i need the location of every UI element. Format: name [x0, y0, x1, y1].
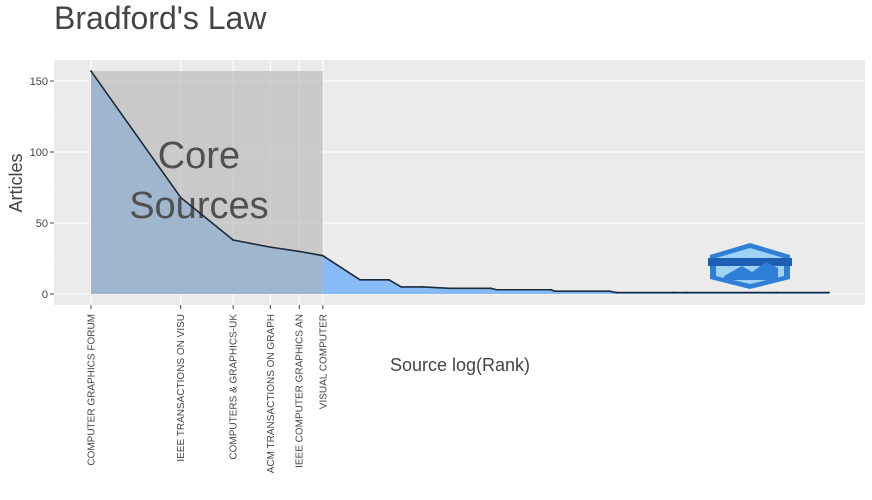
data-point — [179, 196, 182, 199]
y-tick-label: 100 — [30, 147, 48, 159]
core-sources-label: Sources — [129, 185, 268, 227]
y-tick-label: 50 — [36, 218, 48, 230]
x-tick-label: IEEE COMPUTER GRAPHICS AN — [295, 314, 306, 468]
core-sources-label: Core — [158, 135, 240, 177]
x-axis-title: Source log(Rank) — [390, 355, 530, 375]
data-point — [553, 290, 556, 293]
data-point — [321, 254, 324, 257]
line-layer — [90, 70, 830, 294]
bibliometrix-logo — [708, 243, 792, 289]
y-tick-label: 0 — [42, 289, 48, 301]
x-tick-label: COMPUTER GRAPHICS FORUM — [87, 314, 98, 466]
data-point — [269, 246, 272, 249]
x-axis: COMPUTER GRAPHICS FORUM IEEE TRANSACTIONS… — [87, 305, 329, 473]
x-tick-label: IEEE TRANSACTIONS ON VISU — [176, 314, 187, 462]
y-tick-label: 150 — [30, 76, 48, 88]
data-point — [490, 287, 492, 290]
data-point — [615, 291, 618, 294]
data-point — [298, 250, 301, 253]
x-tick-label: ACM TRANSACTIONS ON GRAPH — [266, 314, 277, 473]
y-axis-title: Articles — [6, 153, 26, 212]
y-axis: 0 50 100 150 — [30, 76, 54, 301]
data-point — [448, 287, 451, 290]
data-point — [90, 70, 92, 72]
x-tick-label: VISUAL COMPUTER — [318, 314, 329, 409]
data-point — [672, 291, 675, 294]
tail-area — [322, 255, 829, 294]
data-point — [388, 278, 390, 281]
data-point — [828, 291, 830, 294]
core-zone-rect — [91, 71, 323, 294]
data-point — [400, 286, 403, 288]
chart-title: Bradford's Law — [54, 0, 267, 36]
data-point — [232, 239, 235, 241]
data-point — [550, 288, 552, 291]
data-point — [359, 278, 361, 281]
x-tick-label: COMPUTERS & GRAPHICS-UK — [229, 314, 240, 460]
data-point — [495, 288, 498, 291]
core-zone: Core Sources — [91, 71, 323, 294]
data-point — [685, 291, 688, 294]
data-point — [608, 290, 611, 293]
data-point — [421, 286, 424, 288]
data-point — [775, 291, 778, 294]
